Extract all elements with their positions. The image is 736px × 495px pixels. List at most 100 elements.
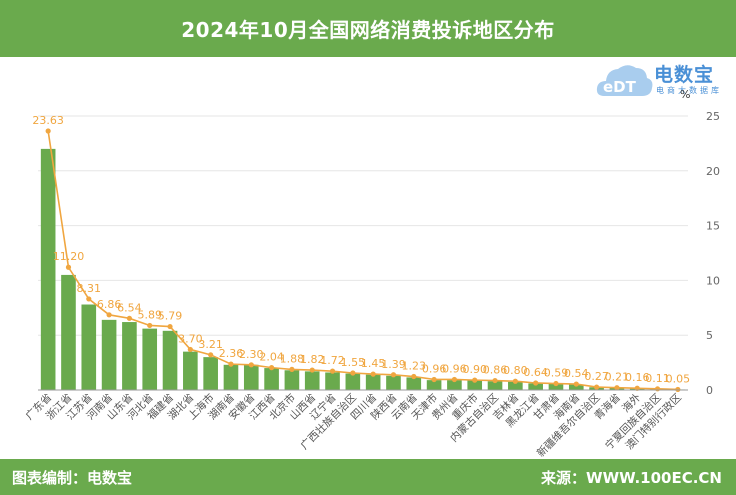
line-point	[147, 322, 153, 329]
bar	[568, 384, 584, 390]
data-label: 1.23	[402, 360, 427, 373]
data-label: 1.82	[300, 353, 325, 366]
data-label: 0.05	[666, 372, 691, 385]
line-point	[167, 323, 173, 330]
line-point	[309, 367, 315, 373]
line-point	[248, 362, 254, 368]
data-label: 11.20	[53, 250, 85, 263]
data-label: 0.21	[605, 371, 630, 384]
line-point	[390, 372, 397, 378]
axes: 0510152025广东省浙江省江苏省河南省山东省河北省福建省湖北省上海市湖南省…	[23, 110, 720, 459]
data-label: 0.96	[422, 362, 447, 375]
line-point	[492, 377, 498, 384]
bar	[162, 330, 178, 390]
data-label: 2.36	[219, 347, 244, 360]
footer-source: 来源：WWW.100EC.CN	[541, 469, 722, 487]
data-label: 0.16	[625, 371, 650, 384]
bar	[528, 383, 543, 390]
footer-bar: 图表编制：电数宝 来源：WWW.100EC.CN	[0, 459, 736, 495]
y-tick-label: 20	[706, 165, 720, 178]
data-label: 5.79	[158, 310, 183, 323]
bar	[142, 328, 158, 390]
line-point	[472, 377, 478, 383]
line-point	[512, 378, 518, 384]
bar	[223, 364, 239, 390]
data-label: 1.72	[320, 354, 345, 367]
line-point	[553, 380, 559, 387]
line-point	[654, 386, 661, 392]
line-point	[65, 264, 72, 270]
bar	[426, 380, 442, 390]
line-path	[47, 130, 678, 391]
data-label: 0.64	[523, 366, 548, 379]
data-label: 1.45	[361, 357, 386, 370]
data-label: 1.39	[381, 358, 406, 371]
footer-editor: 图表编制：电数宝	[12, 469, 133, 487]
line-point	[675, 386, 681, 393]
bar	[40, 148, 56, 390]
line-point	[45, 128, 51, 134]
line-point	[431, 376, 437, 383]
line-point	[289, 366, 295, 372]
data-label: 0.90	[462, 363, 487, 376]
data-label: 3.70	[178, 332, 203, 345]
data-label: 0.59	[544, 367, 569, 380]
data-label: 5.89	[137, 308, 162, 321]
data-label: 8.31	[77, 282, 102, 295]
line-point	[350, 370, 356, 376]
data-label: 23.63	[32, 114, 64, 127]
bar	[304, 371, 320, 390]
bar	[81, 304, 97, 390]
bar	[101, 319, 117, 390]
data-label: 0.96	[442, 362, 467, 375]
line-point	[411, 373, 417, 380]
bar	[183, 351, 198, 390]
data-label: 1.55	[341, 356, 366, 369]
bar	[61, 274, 76, 390]
data-labels: 23.6311.208.316.866.545.895.793.703.212.…	[32, 114, 690, 385]
line-point	[614, 385, 620, 391]
bar	[406, 377, 422, 390]
cloud-logo-icon: eDT	[596, 65, 653, 96]
y-tick-label: 0	[706, 384, 713, 397]
line-point	[370, 371, 376, 377]
bar	[345, 373, 361, 390]
data-label: 2.04	[259, 351, 284, 364]
data-label: 3.21	[198, 338, 223, 351]
y-axis-unit: %	[680, 88, 691, 101]
data-label: 0.27	[584, 370, 609, 383]
chart-title: 2024年10月全国网络消费投诉地区分布	[181, 18, 555, 42]
header-bar: 2024年10月全国网络消费投诉地区分布	[0, 0, 736, 57]
data-label: 0.11	[645, 372, 670, 385]
brand-logo: eDT 电数宝 电商大数据库	[594, 58, 732, 102]
bar	[508, 381, 523, 390]
line-point	[593, 384, 600, 390]
data-label: 6.86	[97, 298, 122, 311]
chart-area: 23.6311.208.316.866.545.895.793.703.212.…	[23, 110, 720, 459]
bar	[264, 368, 279, 390]
data-label: 0.86	[483, 364, 508, 377]
line-series	[45, 128, 681, 393]
line-point	[187, 346, 193, 353]
y-tick-label: 5	[706, 329, 713, 342]
line-point	[268, 365, 275, 371]
line-point	[573, 381, 579, 387]
data-label: 2.30	[239, 348, 264, 361]
y-tick-label: 15	[706, 220, 720, 233]
data-label: 6.54	[117, 301, 142, 314]
line-point	[86, 296, 92, 302]
data-label: 1.88	[280, 352, 305, 365]
bar	[447, 380, 462, 390]
line-point	[126, 315, 133, 321]
logo-subtitle: 电商大数据库	[656, 86, 722, 95]
line-point	[451, 376, 458, 383]
line-point	[533, 380, 539, 386]
bar	[325, 372, 340, 390]
bar	[548, 383, 564, 390]
line-point	[208, 352, 214, 358]
line-point	[228, 361, 234, 367]
y-tick-label: 10	[706, 274, 720, 287]
bar	[467, 380, 483, 390]
y-tick-label: 25	[706, 110, 720, 123]
bar	[122, 322, 137, 390]
